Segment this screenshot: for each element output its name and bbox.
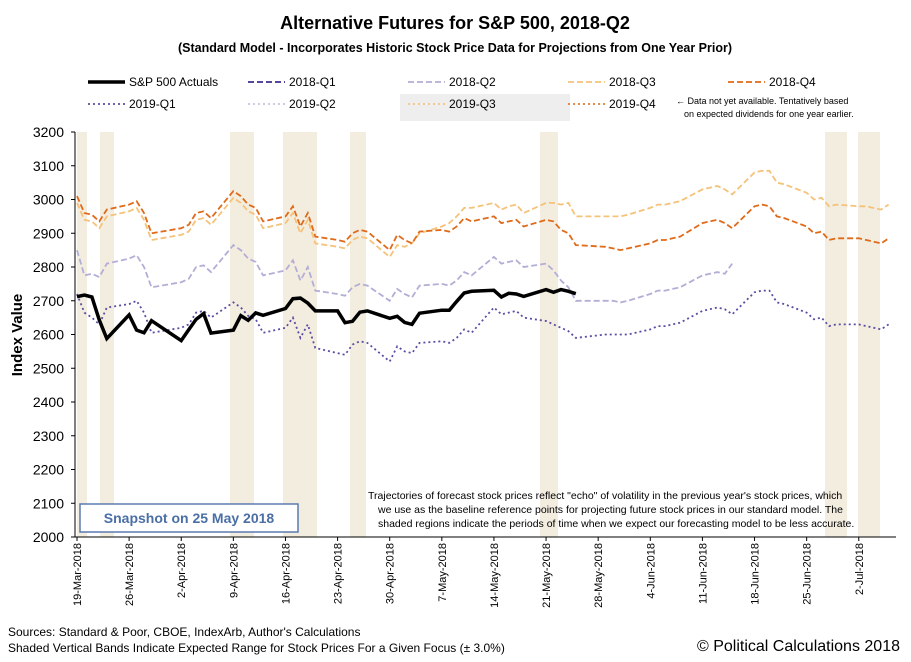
series-line: [76, 243, 733, 304]
y-tick-label: 2800: [33, 259, 64, 275]
shaded-band: [858, 132, 880, 537]
legend-label: 2018-Q4: [769, 75, 816, 89]
shaded-bands: [77, 132, 880, 537]
legend-label: S&P 500 Actuals: [129, 75, 218, 89]
snapshot-label: Snapshot on 25 May 2018: [104, 510, 275, 526]
shaded-band: [350, 132, 366, 537]
y-tick-label: 2300: [33, 428, 64, 444]
chart-title: Alternative Futures for S&P 500, 2018-Q2: [280, 13, 630, 33]
x-tick-label: 2-Jul-2018: [854, 543, 866, 595]
x-tick-label: 14-May-2018: [489, 543, 501, 608]
y-tick-label: 2500: [33, 360, 64, 376]
y-tick-label: 3200: [33, 124, 64, 140]
x-tick-label: 25-Jun-2018: [802, 543, 814, 605]
annotation: Trajectories of forecast stock prices re…: [368, 490, 842, 502]
x-tick-label: 19-Mar-2018: [72, 543, 84, 606]
y-tick-label: 3000: [33, 192, 64, 208]
legend-label: 2019-Q1: [129, 97, 176, 111]
x-tick-label: 16-Apr-2018: [280, 543, 292, 604]
legend-highlight: [400, 94, 570, 121]
shaded-band: [825, 132, 847, 537]
y-tick-label: 2900: [33, 225, 64, 241]
annotation: we use as the baseline reference points …: [377, 504, 843, 516]
x-tick-label: 9-Apr-2018: [228, 543, 240, 598]
legend-label: 2018-Q2: [449, 75, 496, 89]
x-tick-label: 7-May-2018: [437, 543, 449, 602]
y-tick-label: 2200: [33, 462, 64, 478]
y-tick-label: 3100: [33, 158, 64, 174]
x-tick-label: 4-Jun-2018: [645, 543, 657, 599]
sources: Sources: Standard & Poor, CBOE, IndexArb…: [8, 625, 360, 639]
y-tick-label: 2700: [33, 293, 64, 309]
legend-label: 2018-Q1: [289, 75, 336, 89]
x-tick-label: 28-May-2018: [593, 543, 605, 608]
series-line: [76, 169, 890, 259]
series-line: [76, 189, 890, 252]
x-tick-label: 26-Mar-2018: [124, 543, 136, 606]
y-tick-label: 2000: [33, 529, 64, 545]
x-tick-label: 30-Apr-2018: [385, 543, 397, 604]
x-tick-label: 11-Jun-2018: [697, 543, 709, 604]
series-line: [76, 287, 577, 344]
legend-label: 2019-Q3: [449, 97, 496, 111]
legend-note: on expected dividends for one year earli…: [684, 109, 854, 119]
sources: Shaded Vertical Bands Indicate Expected …: [8, 641, 505, 655]
shaded-band: [283, 132, 317, 537]
shaded-band: [77, 132, 87, 537]
credit: © Political Calculations 2018: [697, 638, 900, 655]
y-tick-label: 2400: [33, 394, 64, 410]
x-tick-label: 2-Apr-2018: [176, 543, 188, 598]
snapshot-box: [79, 503, 299, 533]
y-tick-label: 2100: [33, 495, 64, 511]
legend-label: 2019-Q4: [609, 97, 656, 111]
legend-label: 2018-Q3: [609, 75, 656, 89]
chart-subtitle: (Standard Model - Incorporates Historic …: [178, 41, 732, 55]
x-tick-label: 21-May-2018: [541, 543, 553, 608]
x-tick-label: 18-Jun-2018: [750, 543, 762, 605]
legend-note: ← Data not yet available. Tentatively ba…: [676, 96, 848, 106]
x-tick-label: 23-Apr-2018: [333, 543, 345, 604]
shaded-band: [230, 132, 254, 537]
legend-label: 2019-Q2: [289, 97, 336, 111]
series-line: [76, 289, 890, 363]
y-tick-label: 2600: [33, 327, 64, 343]
annotation: shaded regions indicate the periods of t…: [378, 518, 854, 530]
shaded-band: [540, 132, 558, 537]
y-axis-label: Index Value: [9, 294, 26, 377]
